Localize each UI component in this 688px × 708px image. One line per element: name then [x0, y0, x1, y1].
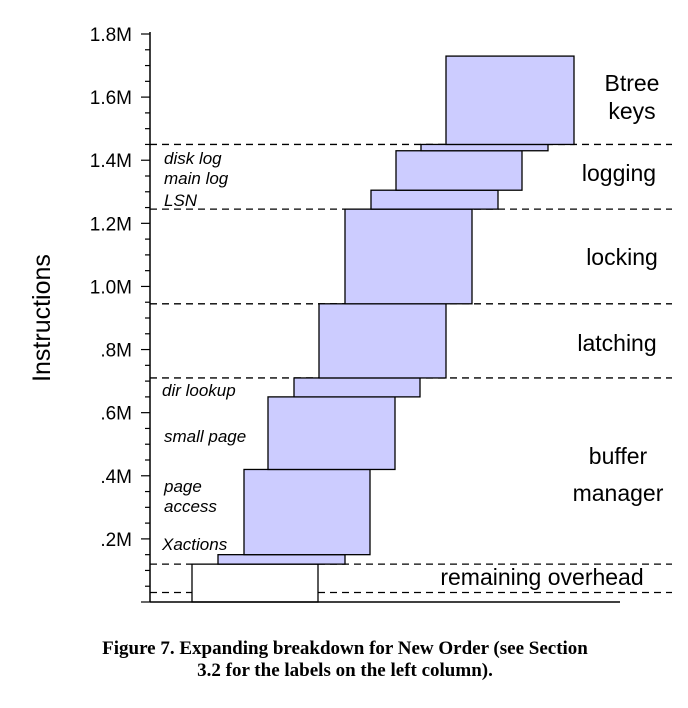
- right-column-label: Btree: [605, 70, 660, 96]
- right-column-label: remaining overhead: [440, 564, 643, 590]
- right-column-label: keys: [608, 98, 655, 124]
- bar-segment: [217, 554, 346, 565]
- bar-segment: [293, 377, 421, 398]
- bar-segment: [267, 396, 396, 471]
- bar-segment: [191, 563, 319, 603]
- y-tick-label: 1.8M: [90, 25, 132, 46]
- right-column-label: latching: [577, 330, 656, 356]
- left-column-label: dir lookup: [162, 381, 236, 400]
- right-column-label: manager: [573, 480, 664, 506]
- caption-line-1: Figure 7. Expanding breakdown for New Or…: [102, 638, 588, 659]
- right-column-label: buffer: [589, 443, 648, 469]
- y-tick-label: .2M: [100, 530, 132, 551]
- bar-segment: [445, 55, 575, 146]
- right-column-label: locking: [586, 244, 658, 270]
- y-tick-label: 1.6M: [90, 88, 132, 109]
- y-tick-label: 1.4M: [90, 151, 132, 172]
- y-tick-labels: .2M .4M .6M .8M 1.0M 1.2M 1.4M 1.6M 1.8M: [90, 25, 132, 551]
- y-ticks: [141, 33, 150, 603]
- bars: [191, 55, 575, 603]
- y-tick-label: .6M: [100, 404, 132, 425]
- figure-caption: Figure 7. Expanding breakdown for New Or…: [20, 638, 670, 682]
- left-column-label: disk log: [164, 149, 222, 168]
- right-column-label: logging: [582, 160, 656, 186]
- y-tick-label: 1.0M: [90, 277, 132, 298]
- waterfall-chart: .2M .4M .6M .8M 1.0M 1.2M 1.4M 1.6M 1.8M Instruc…: [28, 25, 672, 603]
- bar-segment: [243, 468, 371, 556]
- left-column-label: page: [163, 477, 202, 496]
- left-column-label: LSN: [164, 191, 198, 210]
- y-tick-label: .4M: [100, 467, 132, 488]
- caption-line-2: 3.2 for the labels on the left column).: [197, 660, 493, 681]
- left-column-label: main log: [164, 169, 229, 188]
- bar-segment: [395, 150, 523, 191]
- bar-segment: [370, 189, 499, 210]
- y-axis-label: Instructions: [28, 254, 56, 382]
- y-tick-label: 1.2M: [90, 214, 132, 235]
- bar-segment: [344, 208, 473, 305]
- left-column-label: Xactions: [161, 535, 228, 554]
- left-column-label: access: [164, 497, 217, 516]
- bar-segment: [420, 143, 549, 152]
- left-column-label: small page: [164, 427, 246, 446]
- y-tick-label: .8M: [100, 341, 132, 362]
- bar-segment: [318, 303, 447, 379]
